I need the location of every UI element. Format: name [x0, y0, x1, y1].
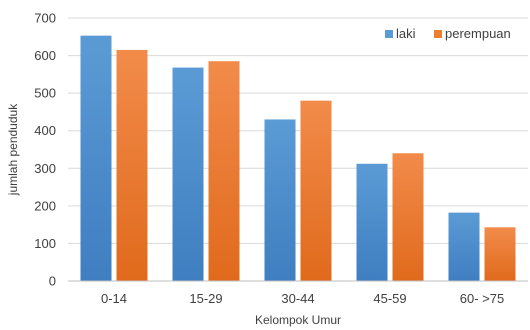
bar-perempuan-4 [484, 227, 516, 281]
x-tick-label: 45-59 [373, 291, 406, 306]
y-tick-label: 100 [34, 236, 56, 251]
bar-perempuan-2 [300, 100, 332, 282]
legend: laki perempuan [385, 26, 511, 41]
y-tick-label: 300 [34, 161, 56, 176]
x-axis-ticks: 0-14 15-29 30-44 45-59 60- >75 [101, 291, 504, 306]
y-tick-label: 500 [34, 86, 56, 101]
legend-swatch-perempuan [434, 30, 442, 38]
x-tick-label: 30-44 [281, 291, 314, 306]
y-tick-label: 600 [34, 48, 56, 63]
bar-perempuan-3 [392, 153, 424, 281]
bar-laki-2 [264, 119, 296, 281]
y-axis-ticks: 0 100 200 300 400 500 600 700 [34, 11, 56, 289]
bars [80, 35, 516, 282]
x-tick-label: 15-29 [189, 291, 222, 306]
legend-label-laki: laki [396, 26, 416, 41]
y-tick-label: 0 [49, 274, 56, 289]
y-tick-label: 400 [34, 123, 56, 138]
y-axis-title: jumlah penduduk [6, 103, 20, 196]
bar-laki-1 [172, 67, 204, 281]
bar-perempuan-0 [116, 49, 148, 281]
bar-laki-4 [448, 212, 480, 281]
legend-label-perempuan: perempuan [445, 26, 511, 41]
bar-laki-0 [80, 35, 112, 282]
bar-laki-3 [356, 163, 388, 281]
x-tick-label: 60- >75 [460, 291, 504, 306]
x-axis-title: Kelompok Umur [255, 313, 341, 327]
y-tick-label: 700 [34, 11, 56, 26]
x-tick-label: 0-14 [101, 291, 127, 306]
y-tick-label: 200 [34, 198, 56, 213]
legend-swatch-laki [385, 30, 393, 38]
bar-perempuan-1 [208, 61, 240, 282]
